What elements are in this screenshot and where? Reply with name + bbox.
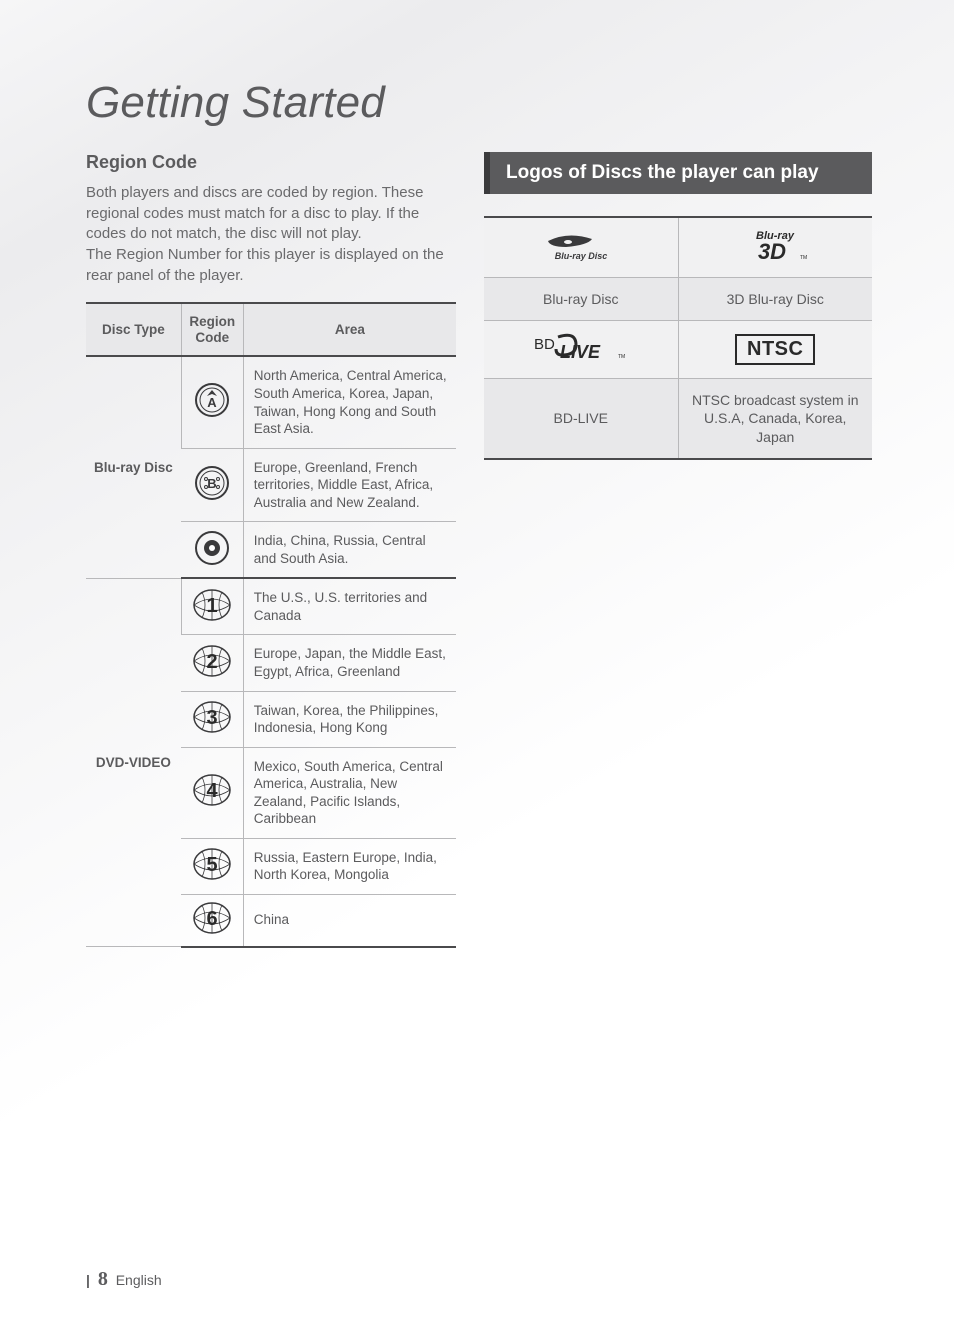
th-disc-type: Disc Type [86,303,181,356]
footer-bar: | [86,1272,90,1288]
table-row: DVD-VIDEO 1 The U.S., U.S. territories a… [86,578,456,635]
cell-area: The U.S., U.S. territories and Canada [243,578,456,635]
logo-cell: NTSC [678,321,872,379]
region-a-icon: A [194,382,230,418]
table-row: BD LIVE TM NTSC [484,321,872,379]
table-row: Blu-ray Disc A North America, Central Am… [86,356,456,448]
cell-region-icon: B [181,448,243,522]
left-column: Region Code Both players and discs are c… [86,152,456,948]
cell-area: Russia, Eastern Europe, India, North Kor… [243,838,456,894]
svg-text:3: 3 [206,707,217,729]
region-c-icon [194,530,230,566]
region-code-paragraph: Both players and discs are coded by regi… [86,183,456,286]
cell-area: China [243,894,456,946]
cell-disc-type: Blu-ray Disc [86,356,181,578]
cell-region-icon: 2 [181,635,243,691]
bluray-disc-icon: Blu-ray Disc [538,229,624,263]
region-1-icon: 1 [192,588,232,622]
region-3-icon: 3 [192,700,232,734]
cell-disc-type: DVD-VIDEO [86,578,181,946]
cell-area: India, China, Russia, Central and South … [243,522,456,579]
region-table: Disc Type Region Code Area Blu-ray Disc … [86,302,456,947]
region-2-icon: 2 [192,644,232,678]
cell-region-icon: 4 [181,747,243,838]
cell-area: Europe, Japan, the Middle East, Egypt, A… [243,635,456,691]
svg-text:5: 5 [206,854,217,876]
bd-live-icon: BD LIVE TM [526,331,636,365]
region-code-heading: Region Code [86,152,456,173]
logo-cell: Blu-ray Disc [484,217,678,278]
logos-heading: Logos of Discs the player can play [484,152,872,194]
svg-text:TM: TM [618,354,625,360]
svg-text:BD: BD [534,336,555,353]
cell-region-icon: A [181,356,243,448]
svg-text:LIVE: LIVE [560,342,601,362]
cell-area: Mexico, South America, Central America, … [243,747,456,838]
svg-text:1: 1 [207,595,218,617]
logo-cell: BD LIVE TM [484,321,678,379]
th-region-code: Region Code [181,303,243,356]
logos-table: Blu-ray Disc Blu-ray 3D TM [484,216,872,460]
logo-label: NTSC broadcast system in U.S.A, Canada, … [678,379,872,459]
page: Getting Started Region Code Both players… [0,0,954,1339]
right-column: Logos of Discs the player can play Blu-r… [484,152,872,948]
cell-region-icon: 3 [181,691,243,747]
svg-text:B: B [207,476,216,491]
svg-text:TM: TM [800,255,807,261]
cell-region-icon: 6 [181,894,243,946]
cell-region-icon [181,522,243,579]
logo-label: Blu-ray Disc [484,278,678,321]
cell-area: Europe, Greenland, French territories, M… [243,448,456,522]
page-title: Getting Started [86,78,872,128]
footer-page-number: 8 [98,1268,108,1290]
ntsc-icon: NTSC [735,334,815,365]
page-footer: | 8 English [86,1268,162,1291]
logo-label: BD-LIVE [484,379,678,459]
cell-area: Taiwan, Korea, the Philippines, Indonesi… [243,691,456,747]
logo-label: 3D Blu-ray Disc [678,278,872,321]
th-area: Area [243,303,456,356]
cell-region-icon: 5 [181,838,243,894]
table-row: Blu-ray Disc 3D Blu-ray Disc [484,278,872,321]
region-b-icon: B [194,465,230,501]
svg-text:A: A [208,395,218,410]
columns: Region Code Both players and discs are c… [86,152,872,948]
table-row: Blu-ray Disc Blu-ray 3D TM [484,217,872,278]
svg-text:Blu-ray Disc: Blu-ray Disc [554,251,607,261]
cell-region-icon: 1 [181,578,243,635]
svg-text:6: 6 [206,908,217,930]
logo-cell: Blu-ray 3D TM [678,217,872,278]
svg-text:2: 2 [206,651,217,673]
region-5-icon: 5 [192,847,232,881]
svg-text:3D: 3D [758,239,786,264]
region-6-icon: 6 [192,901,232,935]
footer-lang: English [116,1272,162,1288]
table-row: BD-LIVE NTSC broadcast system in U.S.A, … [484,379,872,459]
svg-text:4: 4 [206,780,218,802]
region-4-icon: 4 [192,773,232,807]
cell-area: North America, Central America, South Am… [243,356,456,448]
bluray-3d-icon: Blu-ray 3D TM [732,228,818,264]
